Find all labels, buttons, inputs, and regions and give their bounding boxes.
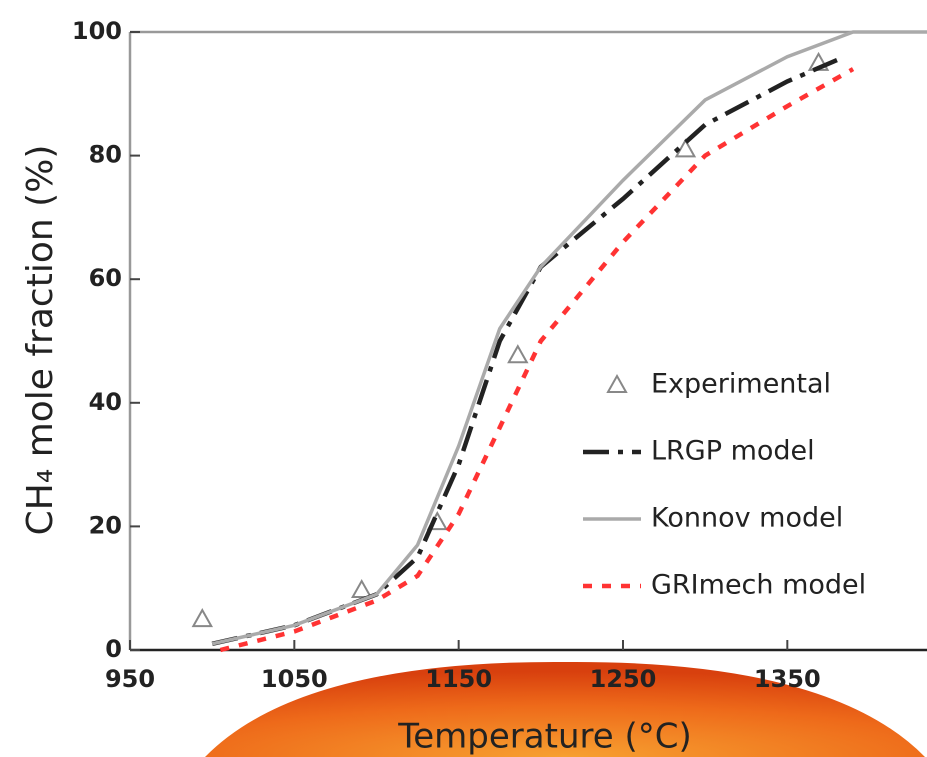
x-tick-label: 1350 — [754, 665, 821, 693]
legend-marker — [606, 373, 628, 393]
data-point — [191, 608, 214, 628]
y-tick-label: 40 — [89, 388, 122, 416]
data-point — [350, 579, 373, 599]
y-tick-label: 20 — [89, 511, 122, 539]
decoration — [205, 661, 925, 757]
y-axis-label: CH₄ mole fraction (%) — [20, 145, 61, 536]
y-tick-label: 100 — [72, 17, 122, 45]
x-axis-label: Temperature (°C) — [397, 717, 691, 757]
y-tick-label: 80 — [89, 141, 122, 169]
series-line — [219, 67, 855, 653]
legend-label: Experimental — [651, 369, 831, 400]
legend-label: LRGP model — [651, 436, 815, 467]
x-tick-label: 1250 — [590, 665, 657, 693]
series-line — [211, 30, 927, 646]
x-tick-label: 1050 — [261, 665, 328, 693]
series-line — [211, 54, 846, 647]
legend-label: GRImech model — [651, 570, 866, 601]
y-tick-label: 0 — [105, 635, 122, 663]
data-point — [507, 344, 529, 364]
legend-label: Konnov model — [651, 503, 843, 534]
y-tick-label: 60 — [89, 264, 122, 292]
data-point — [674, 138, 697, 158]
x-tick-label: 1150 — [425, 665, 492, 693]
x-tick-label: 950 — [105, 665, 155, 693]
